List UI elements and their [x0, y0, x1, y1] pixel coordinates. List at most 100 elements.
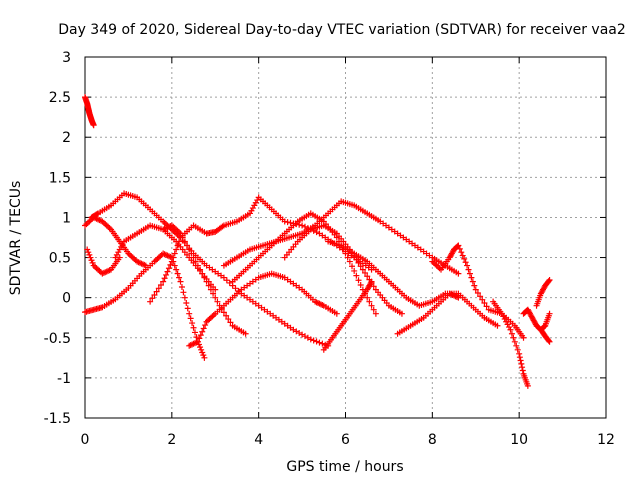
data-point-marker	[281, 218, 288, 225]
data-point-marker	[474, 289, 481, 296]
data-point-marker	[170, 254, 177, 261]
data-point-marker	[190, 324, 197, 331]
data-point-marker	[174, 270, 181, 277]
data-point-marker	[157, 281, 164, 288]
chart-title: Day 349 of 2020, Sidereal Day-to-day VTE…	[58, 22, 626, 38]
data-point-marker	[477, 293, 484, 300]
data-point-marker	[459, 252, 466, 259]
data-point-marker	[205, 282, 212, 289]
data-point-marker	[173, 266, 180, 273]
data-point-marker	[220, 309, 227, 316]
data-point-marker	[494, 322, 501, 329]
data-point-marker	[319, 340, 326, 347]
data-point-marker	[458, 249, 465, 256]
data-point-marker	[455, 270, 462, 277]
data-point-marker	[362, 269, 369, 276]
data-point-marker	[524, 382, 531, 389]
data-point-marker	[313, 229, 320, 236]
data-point-marker	[90, 122, 97, 129]
y-tick-label: 3	[62, 50, 71, 66]
data-point-marker	[198, 346, 205, 353]
data-point-marker	[163, 271, 170, 278]
data-point-marker	[178, 283, 185, 290]
data-point-marker	[197, 332, 204, 339]
data-point-marker	[519, 364, 526, 371]
data-point-marker	[284, 219, 291, 226]
data-point-marker	[226, 279, 233, 286]
data-point-marker	[203, 278, 210, 285]
data-point-marker	[165, 265, 172, 272]
data-point-marker	[513, 342, 520, 349]
data-point-marker	[367, 279, 374, 286]
data-point-marker	[188, 250, 195, 257]
data-point-marker	[518, 360, 525, 367]
data-point-marker	[370, 306, 377, 313]
data-point-marker	[202, 322, 209, 329]
data-point-marker	[398, 310, 405, 317]
data-point-marker	[187, 315, 194, 322]
data-point-marker	[344, 254, 351, 261]
data-point-marker	[147, 298, 154, 305]
data-point-marker	[455, 294, 462, 301]
data-point-marker	[181, 294, 188, 301]
data-point-marker	[242, 330, 249, 337]
data-point-marker	[214, 298, 221, 305]
y-tick-label: -1.5	[44, 411, 71, 427]
data-point-marker	[546, 277, 553, 284]
data-point-marker	[177, 230, 184, 237]
data-point-marker	[161, 275, 168, 282]
data-point-marker	[176, 238, 183, 245]
data-point-marker	[510, 334, 517, 341]
data-point-marker	[307, 336, 314, 343]
data-point-marker	[299, 222, 306, 229]
data-point-marker	[179, 234, 186, 241]
data-point-marker	[171, 250, 178, 257]
data-point-marker	[351, 267, 358, 274]
data-point-marker	[508, 330, 515, 337]
data-point-marker	[199, 349, 206, 356]
data-point-marker	[199, 328, 206, 335]
data-point-marker	[200, 352, 207, 359]
data-point-marker	[227, 319, 234, 326]
data-point-marker	[349, 263, 356, 270]
data-point-marker	[471, 282, 478, 289]
data-point-marker	[189, 320, 196, 327]
data-point-marker	[153, 288, 160, 295]
data-point-marker	[469, 278, 476, 285]
data-point-marker	[546, 310, 553, 317]
data-point-marker	[465, 266, 472, 273]
data-point-marker	[193, 334, 200, 341]
x-tick-label: 10	[510, 432, 528, 448]
data-point-marker	[207, 286, 214, 293]
data-point-marker	[455, 242, 462, 249]
data-point-marker	[181, 238, 188, 245]
data-point-marker	[220, 274, 227, 281]
data-point-marker	[168, 258, 175, 265]
data-point-marker	[149, 295, 156, 302]
data-point-marker	[196, 335, 203, 342]
data-point-marker	[151, 291, 158, 298]
data-point-marker	[184, 242, 191, 249]
data-point-marker	[186, 246, 193, 253]
y-tick-label: 2.5	[49, 90, 71, 106]
x-tick-label: 4	[254, 432, 263, 448]
data-point-marker	[514, 346, 521, 353]
data-point-marker	[180, 289, 187, 296]
data-point-marker	[355, 259, 362, 266]
data-point-marker	[483, 303, 490, 310]
data-point-marker	[366, 298, 373, 305]
data-point-marker	[164, 268, 171, 275]
data-point-marker	[190, 254, 197, 261]
x-tick-label: 6	[341, 432, 350, 448]
data-point-marker	[87, 254, 94, 261]
data-point-marker	[545, 337, 552, 344]
data-point-marker	[173, 246, 180, 253]
data-point-marker	[313, 338, 320, 345]
data-point-marker	[462, 259, 469, 266]
data-point-marker	[155, 285, 162, 292]
data-point-marker	[197, 266, 204, 273]
data-point-marker	[86, 251, 93, 258]
data-point-marker	[85, 249, 92, 256]
data-point-marker	[517, 357, 524, 364]
y-tick-label: 1.5	[49, 170, 71, 186]
